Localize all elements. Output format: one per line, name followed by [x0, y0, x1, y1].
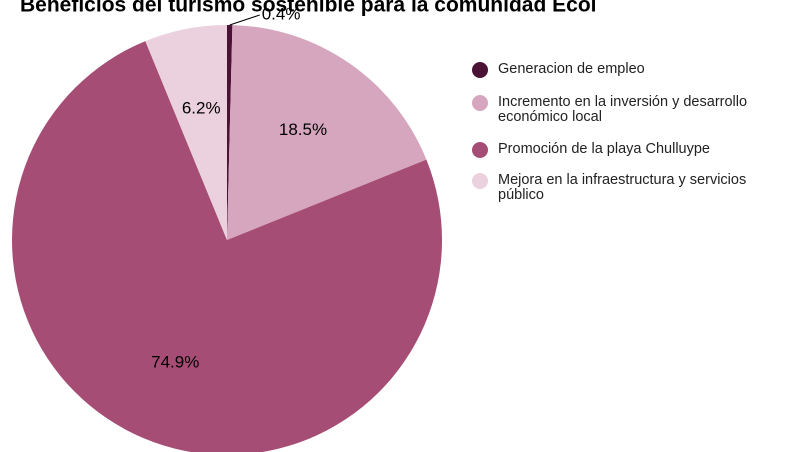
legend-item: Incremento en la inversión y desarrollo … — [472, 95, 792, 125]
legend-swatch — [472, 142, 488, 158]
legend-swatch — [472, 62, 488, 78]
data-label: 0.4% — [262, 5, 301, 24]
chart-title: Beneficios del turismo sostenible para l… — [20, 0, 596, 17]
data-label: 18.5% — [279, 120, 327, 139]
legend-item: Mejora en la infraestructura y servicios… — [472, 173, 792, 203]
leader-line — [229, 14, 260, 26]
legend-swatch — [472, 95, 488, 111]
legend-swatch — [472, 173, 488, 189]
data-label: 74.9% — [151, 352, 199, 371]
pie-slice — [12, 41, 442, 452]
data-label: 6.2% — [182, 99, 221, 118]
legend-item: Promoción de la playa Chulluype — [472, 142, 792, 158]
pie-slice — [145, 25, 227, 240]
pie-slice — [227, 25, 427, 240]
pie-slice — [227, 25, 233, 240]
legend-item: Generacion de empleo — [472, 62, 792, 78]
legend-label: Incremento en la inversión y desarrollo … — [498, 94, 748, 125]
legend-label: Promoción de la playa Chulluype — [498, 141, 710, 157]
legend-label: Mejora en la infraestructura y servicios… — [498, 172, 747, 203]
legend-label: Generacion de empleo — [498, 61, 645, 77]
